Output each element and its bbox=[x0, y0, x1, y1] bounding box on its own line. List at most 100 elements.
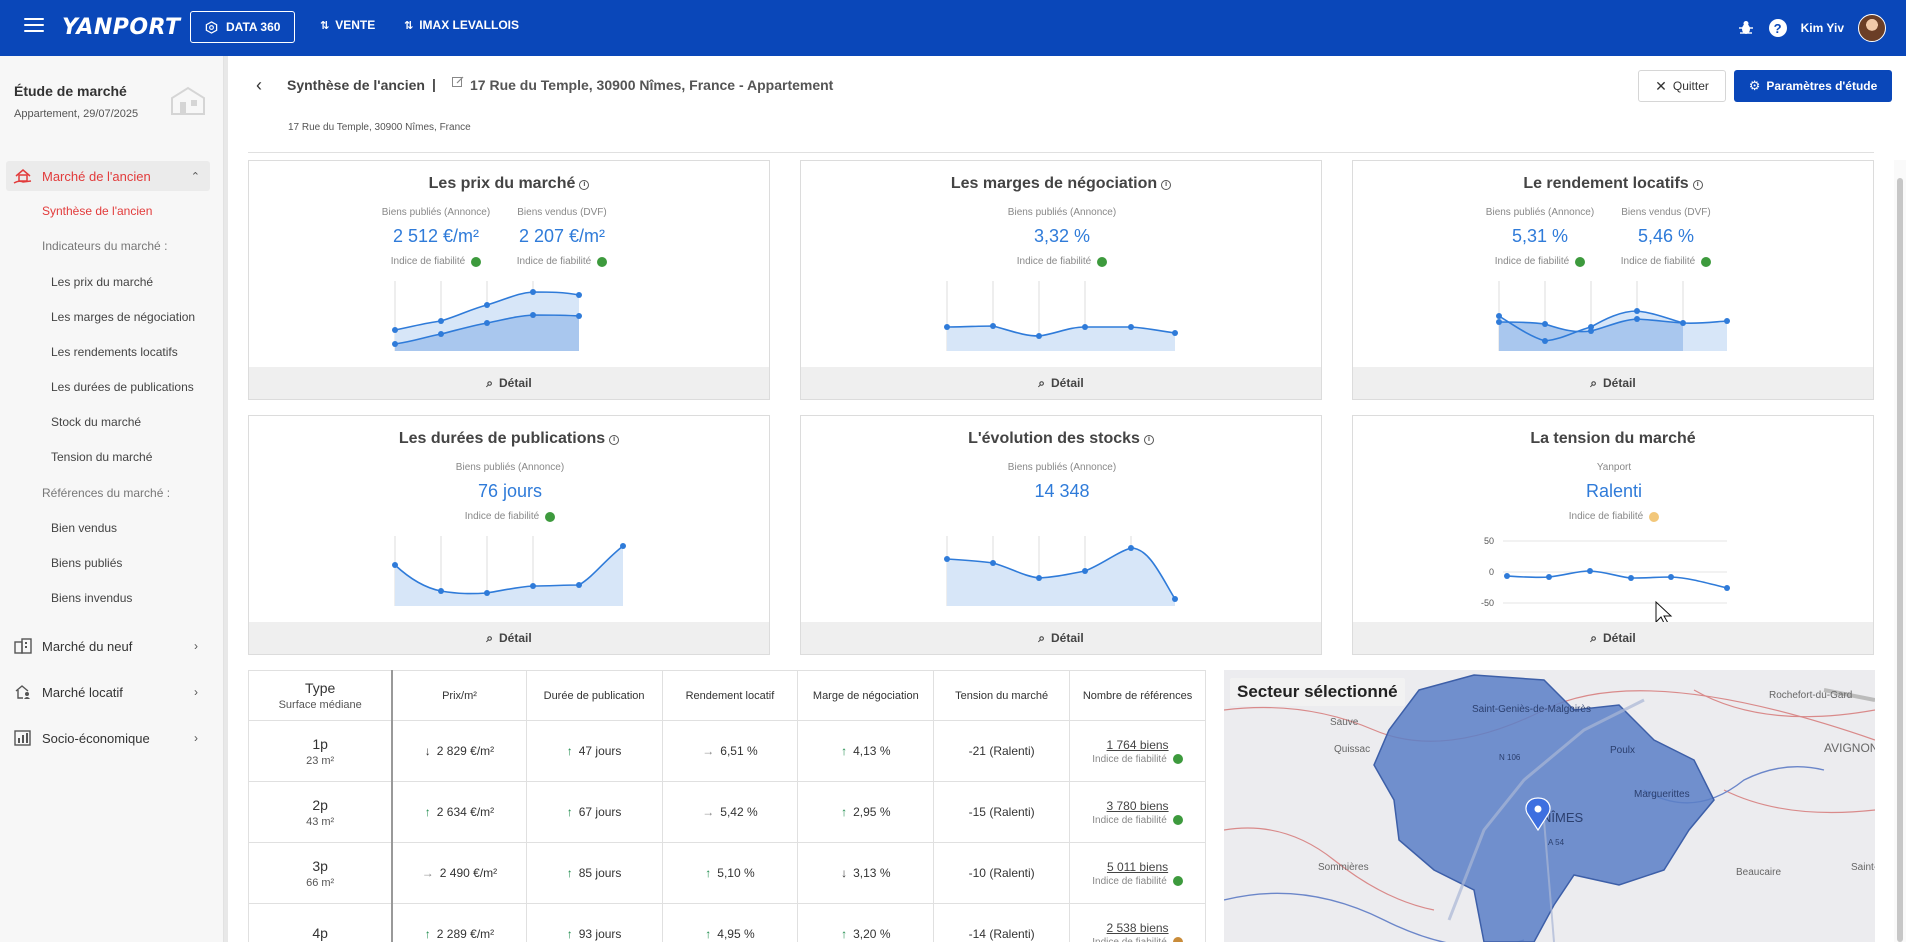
sidebar-item-prix[interactable]: Les prix du marché bbox=[51, 275, 154, 289]
reliability-indicator: Indice de fiabilité bbox=[1070, 754, 1205, 765]
avatar[interactable] bbox=[1858, 14, 1886, 42]
sidebar-item-synthese[interactable]: Synthèse de l'ancien bbox=[42, 204, 153, 218]
edit-icon[interactable] bbox=[452, 76, 464, 88]
brand-logo[interactable]: YANPORT bbox=[62, 15, 181, 40]
detail-button[interactable]: ⌕ Détail bbox=[801, 622, 1321, 654]
sidebar-item-tension[interactable]: Tension du marché bbox=[51, 450, 153, 464]
data-point bbox=[484, 320, 490, 326]
type-surface: 66 m² bbox=[306, 876, 335, 889]
info-icon[interactable]: i bbox=[609, 435, 620, 445]
type-label: 2p bbox=[312, 796, 328, 813]
refs-link[interactable]: 2 538 biens bbox=[1106, 920, 1169, 935]
header-col: Nombre de références bbox=[1069, 670, 1206, 721]
sidebar-item-socio[interactable]: Socio-économique › bbox=[14, 727, 204, 749]
nav-vente[interactable]: ⇅ VENTE bbox=[320, 18, 375, 32]
sidebar-item-rendements[interactable]: Les rendements locatifs bbox=[51, 345, 178, 359]
sidebar-resize-handle[interactable] bbox=[224, 56, 228, 942]
marges-published-label: Biens publiés (Annonce) bbox=[1007, 207, 1117, 218]
nav-agency-label: IMAX LEVALLOIS bbox=[419, 18, 519, 32]
sector-map[interactable]: Rochefort-du-Gard AVIGNON Saint-Geniès-d… bbox=[1224, 670, 1875, 942]
marge-value: 2,95 % bbox=[853, 805, 891, 819]
data-point bbox=[1082, 568, 1088, 574]
stocks-sparkline bbox=[944, 536, 1178, 606]
help-icon[interactable]: ? bbox=[1768, 19, 1787, 37]
arrow-up-icon: ↑ bbox=[705, 927, 712, 941]
menu-icon[interactable] bbox=[24, 18, 44, 34]
type-label: 4p bbox=[312, 924, 328, 941]
sidebar-item-biens-publies[interactable]: Biens publiés bbox=[51, 556, 123, 570]
data-point bbox=[438, 331, 444, 337]
info-icon[interactable]: i bbox=[1161, 180, 1172, 190]
card-tension-title: La tension du marché bbox=[1530, 430, 1696, 447]
rendement-published: Biens publiés (Annonce) 5,31 % Indice de… bbox=[1483, 207, 1597, 267]
data-point bbox=[990, 323, 996, 329]
sidebar-item-biens-invendus[interactable]: Biens invendus bbox=[51, 591, 133, 605]
study-settings-button[interactable]: ⚙ Paramètres d'étude bbox=[1734, 70, 1892, 102]
map-place-label: AVIGNON bbox=[1824, 741, 1875, 755]
quit-button[interactable]: ✕ Quitter bbox=[1638, 70, 1726, 102]
data-point bbox=[1724, 585, 1730, 591]
chevron-up-icon: ⌃ bbox=[190, 170, 200, 183]
data-point bbox=[1634, 316, 1640, 322]
data360-button[interactable]: DATA 360 bbox=[190, 11, 296, 43]
sidebar-item-stock[interactable]: Stock du marché bbox=[51, 415, 142, 429]
sidebar-item-marges[interactable]: Les marges de négociation bbox=[51, 310, 196, 324]
tension-label: Yanport bbox=[1596, 462, 1632, 473]
sidebar-heading-references: Références du marché : bbox=[42, 486, 171, 500]
refs-link[interactable]: 3 780 biens bbox=[1106, 798, 1169, 813]
cell-rendement: → 5,42 % bbox=[661, 781, 799, 843]
detail-button[interactable]: ⌕ Détail bbox=[249, 622, 769, 654]
arrow-up-icon: ↑ bbox=[841, 744, 848, 758]
tension-value: -21 (Ralenti) bbox=[968, 744, 1035, 758]
card-prix-title: Les prix du marché bbox=[428, 175, 576, 192]
cell-prix: ↑ 2 289 €/m² bbox=[391, 903, 527, 942]
cell-rendement: ↑ 4,95 % bbox=[661, 903, 799, 942]
detail-button[interactable]: ⌕ Détail bbox=[249, 367, 769, 399]
user-name[interactable]: Kim Yiv bbox=[1800, 21, 1844, 35]
scrollbar-thumb[interactable] bbox=[1897, 178, 1903, 942]
card-stocks: L'évolution des stocks i Biens publiés (A… bbox=[800, 415, 1322, 655]
reliability-indicator: Indice de fiabilité bbox=[435, 511, 585, 522]
cell-tension: -21 (Ralenti) bbox=[933, 720, 1071, 782]
nav-agency[interactable]: ⇅ IMAX LEVALLOIS bbox=[404, 18, 519, 32]
reliability-label: Indice de fiabilité bbox=[1016, 256, 1092, 267]
detail-button[interactable]: ⌕ Détail bbox=[801, 367, 1321, 399]
reliability-dot bbox=[1575, 256, 1586, 267]
info-icon[interactable]: i bbox=[1143, 435, 1154, 445]
refs-link[interactable]: 5 011 biens bbox=[1106, 859, 1169, 874]
rendement-value: 6,51 % bbox=[720, 744, 758, 758]
data-point bbox=[1668, 574, 1674, 580]
reliability-dot bbox=[1172, 876, 1183, 886]
stocks-published: Biens publiés (Annonce) 14 348 bbox=[987, 462, 1137, 502]
detail-label: Détail bbox=[499, 631, 532, 645]
info-icon[interactable]: i bbox=[1692, 180, 1703, 190]
rendement-sold-label: Biens vendus (DVF) bbox=[1621, 207, 1711, 218]
reliability-dot bbox=[545, 511, 556, 522]
top-right-tools: ? Kim Yiv bbox=[1737, 14, 1886, 42]
card-title: Le rendement locatifs i bbox=[1353, 175, 1873, 193]
sidebar-item-neuf[interactable]: Marché du neuf › bbox=[14, 635, 204, 657]
detail-button[interactable]: ⌕ Détail bbox=[1353, 622, 1873, 654]
sidebar-item-bien-vendus[interactable]: Bien vendus bbox=[51, 521, 118, 535]
bug-icon[interactable] bbox=[1737, 19, 1755, 37]
prix-value: 2 634 €/m² bbox=[436, 805, 495, 819]
info-icon[interactable]: i bbox=[579, 180, 590, 190]
tension-value: Ralenti bbox=[1585, 481, 1643, 501]
back-chevron-icon[interactable]: ‹ bbox=[256, 75, 262, 95]
location-pin-icon[interactable] bbox=[1525, 797, 1551, 832]
card-marges: Les marges de négociation i Biens publiés… bbox=[800, 160, 1322, 400]
sidebar-item-durees[interactable]: Les durées de publications bbox=[51, 380, 194, 394]
sidebar-item-ancien[interactable]: Marché de l'ancien ⌃ bbox=[6, 161, 210, 191]
map-road-label: A 54 bbox=[1548, 838, 1565, 847]
cell-type: 4p bbox=[248, 903, 394, 942]
detail-button[interactable]: ⌕ Détail bbox=[1353, 367, 1873, 399]
data-point bbox=[438, 588, 444, 594]
sidebar-item-locatif[interactable]: Marché locatif › bbox=[14, 681, 204, 703]
data-point bbox=[1128, 545, 1134, 551]
data-point bbox=[1082, 324, 1088, 330]
reliability-indicator: Indice de fiabilité bbox=[1070, 876, 1205, 887]
chevron-right-icon: › bbox=[194, 731, 198, 745]
refs-link[interactable]: 1 764 biens bbox=[1106, 737, 1169, 752]
cell-refs: 5 011 biens Indice de fiabilité bbox=[1069, 842, 1206, 904]
marge-value: 4,13 % bbox=[853, 744, 891, 758]
